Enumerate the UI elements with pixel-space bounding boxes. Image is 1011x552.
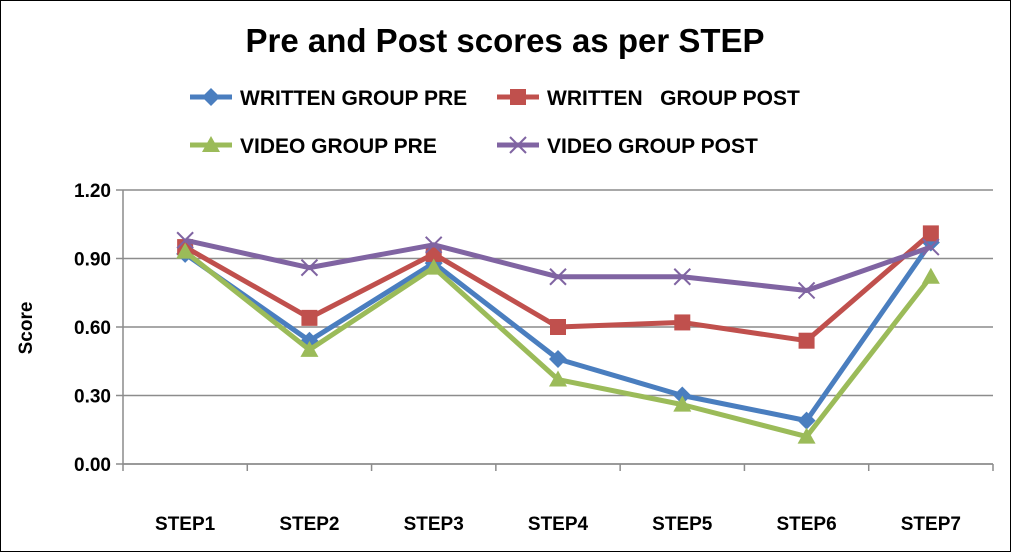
- legend-item: VIDEO GROUP PRE: [190, 135, 437, 158]
- x-marker: [509, 136, 527, 154]
- x-marker: [922, 238, 940, 256]
- triangle-marker: [673, 395, 692, 412]
- triangle-marker: [549, 370, 567, 387]
- x-marker: [673, 268, 691, 286]
- diamond-marker: [202, 88, 220, 106]
- chart-title: Pre and Post scores as per STEP: [245, 22, 764, 59]
- y-tick-label: 0.60: [74, 318, 111, 339]
- x-axis-ticks: STEP1 STEP2 STEP3 STEP4 STEP5 STEP6 STEP7: [155, 514, 961, 535]
- square-marker: [798, 332, 815, 349]
- triangle-marker: [176, 242, 195, 259]
- series-3: [176, 242, 940, 444]
- diamond-marker: [797, 411, 816, 430]
- x-marker-stroke: [673, 268, 691, 286]
- x-tick-label: STEP5: [652, 514, 713, 535]
- x-marker-stroke: [176, 231, 194, 249]
- series-4: [176, 231, 940, 300]
- x-marker-stroke: [922, 238, 940, 256]
- y-tick-label: 0.90: [74, 250, 111, 271]
- y-tick-label: 1.20: [74, 181, 111, 202]
- x-marker: [176, 231, 194, 249]
- x-tick-label: STEP2: [279, 514, 339, 535]
- legend-item: VIDEO GROUP POST: [497, 135, 758, 158]
- x-marker: [425, 236, 443, 254]
- x-marker: [797, 281, 816, 300]
- legend-label: WRITTEN GROUP POST: [547, 87, 800, 110]
- x-marker-stroke: [797, 281, 816, 300]
- x-marker-stroke: [509, 136, 527, 154]
- y-axis-ticks: 0.00 0.30 0.60 0.90 1.20: [74, 181, 111, 476]
- legend-item: WRITTEN GROUP PRE: [190, 87, 467, 110]
- square-marker: [674, 314, 691, 331]
- legend: WRITTEN GROUP PRE WRITTEN GROUP POST VIDEO…: [190, 87, 800, 158]
- square-marker: [922, 225, 939, 242]
- triangle-marker: [202, 136, 220, 152]
- y-tick-label: 0.00: [74, 455, 111, 476]
- x-marker-stroke: [549, 268, 567, 286]
- triangle-marker: [424, 258, 443, 275]
- legend-label: VIDEO GROUP POST: [547, 135, 758, 158]
- x-marker: [549, 268, 567, 286]
- square-marker: [550, 319, 566, 335]
- axes: [122, 190, 994, 471]
- series-line: [184, 237, 932, 293]
- x-marker: [300, 258, 319, 277]
- x-marker-stroke: [300, 258, 319, 277]
- square-marker: [301, 309, 318, 326]
- y-tick-label: 0.30: [74, 387, 111, 408]
- triangle-marker: [797, 427, 816, 444]
- legend-label: WRITTEN GROUP PRE: [240, 87, 467, 110]
- x-marker-stroke: [425, 236, 443, 254]
- square-marker: [510, 89, 526, 105]
- x-tick-label: STEP1: [155, 514, 216, 535]
- triangle-marker: [921, 267, 940, 284]
- x-tick-label: STEP6: [776, 514, 836, 535]
- series-group: [176, 225, 940, 444]
- series-line: [183, 249, 933, 440]
- x-tick-label: STEP4: [528, 514, 589, 535]
- x-tick-label: STEP3: [404, 514, 464, 535]
- triangle-marker: [300, 340, 319, 357]
- legend-label: VIDEO GROUP PRE: [240, 135, 437, 158]
- x-tick-label: STEP7: [901, 514, 961, 535]
- y-axis-title: Score: [16, 302, 37, 355]
- diamond-marker: [549, 349, 567, 368]
- legend-item: WRITTEN GROUP POST: [497, 87, 800, 110]
- diamond-marker: [673, 386, 692, 405]
